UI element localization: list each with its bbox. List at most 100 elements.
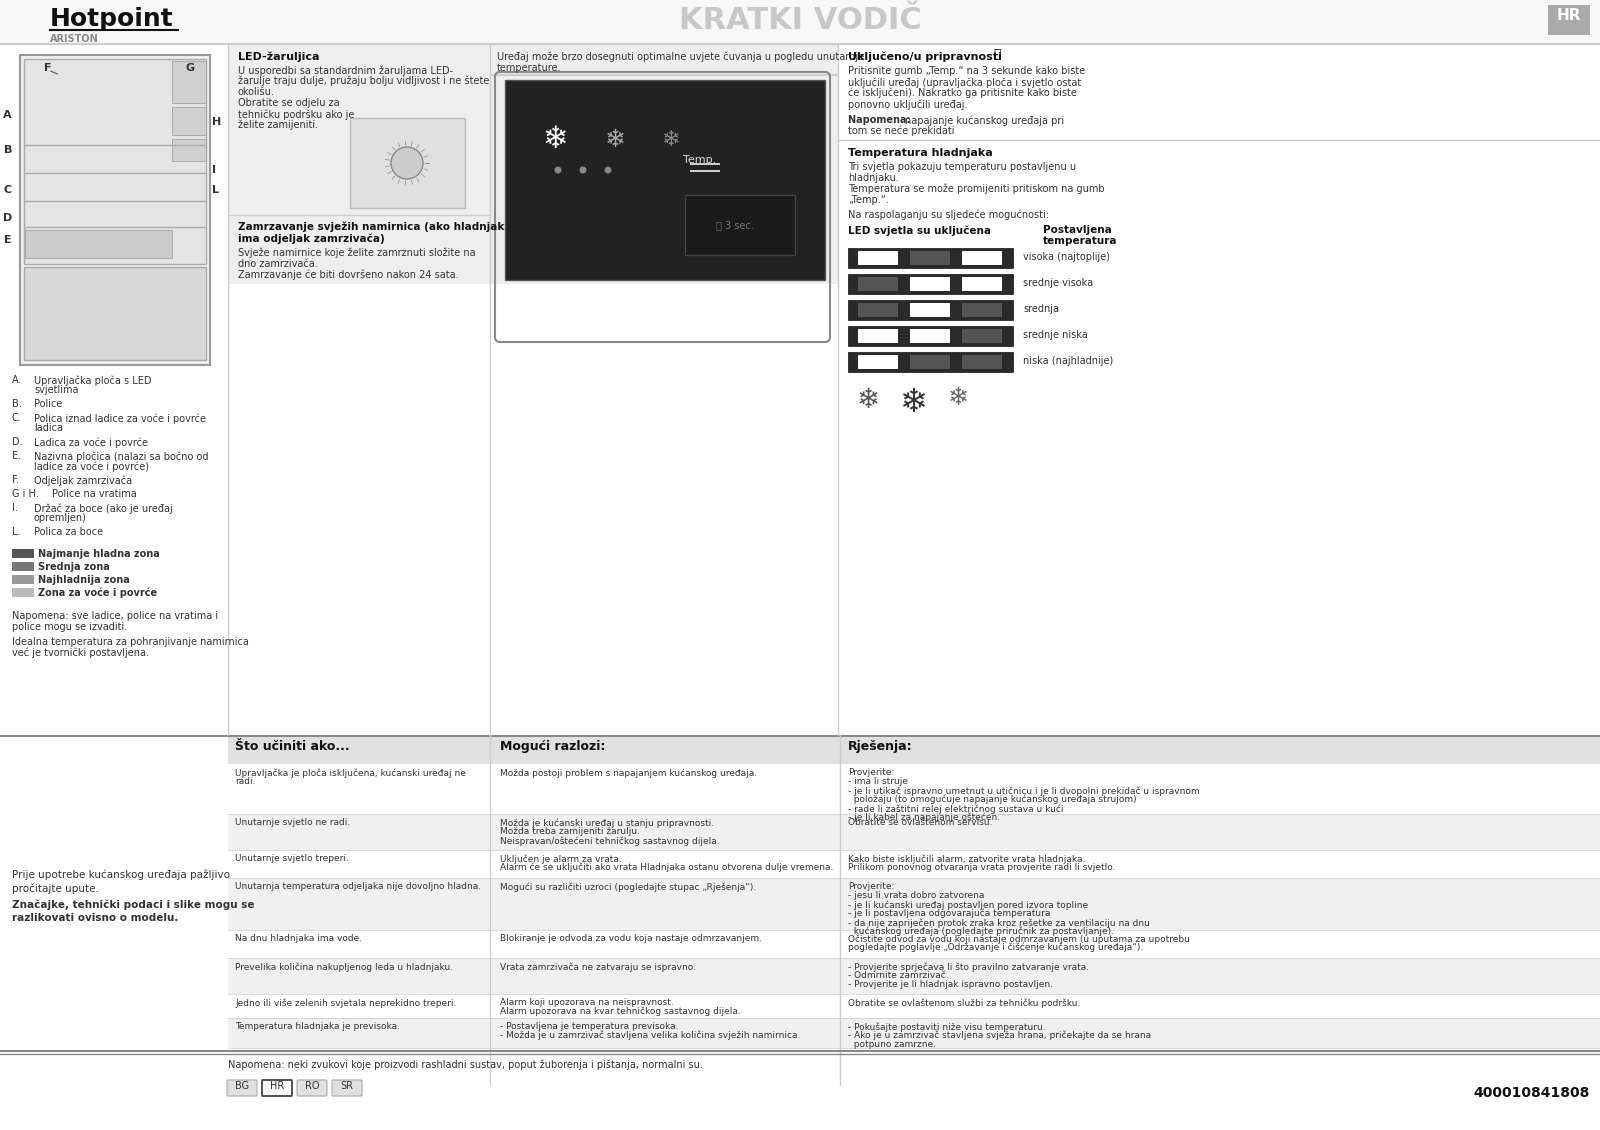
- Circle shape: [605, 166, 611, 174]
- Text: Obratite se odjelu za: Obratite se odjelu za: [238, 98, 339, 108]
- Text: - rade li zaštitni relej električnog sustava u kući: - rade li zaštitni relej električnog sus…: [848, 805, 1064, 814]
- Bar: [229, 1018, 1600, 1048]
- Bar: [173, 107, 206, 134]
- Text: Srednja zona: Srednja zona: [38, 562, 110, 572]
- Text: Provjerite:: Provjerite:: [848, 768, 894, 777]
- Bar: [858, 355, 898, 370]
- Text: Vrata zamrzivača ne zatvaraju se ispravno.: Vrata zamrzivača ne zatvaraju se ispravn…: [499, 962, 696, 972]
- Text: Uključeno/u pripravnosti: Uključeno/u pripravnosti: [848, 52, 1006, 62]
- Bar: [0, 0, 1600, 44]
- Text: Prilikom ponovnog otvaranja vrata provjerite radi li svjetlo.: Prilikom ponovnog otvaranja vrata provje…: [848, 863, 1115, 872]
- Bar: [962, 303, 1002, 318]
- Text: Zona za voće i povrće: Zona za voće i povrće: [38, 588, 157, 599]
- Text: ARISTON: ARISTON: [50, 34, 99, 44]
- Bar: [848, 247, 1013, 268]
- Text: Kako biste isključili alarm, zatvorite vrata hladnjaka.: Kako biste isključili alarm, zatvorite v…: [848, 854, 1085, 863]
- Text: položaju (to omogućuje napajanje kućanskog uređaja strujom): položaju (to omogućuje napajanje kućansk…: [848, 796, 1136, 805]
- Text: - je li kabel za napajanje oštećen.: - je li kabel za napajanje oštećen.: [848, 812, 1000, 823]
- Text: B.: B.: [13, 399, 22, 409]
- Text: radi.: radi.: [235, 777, 256, 786]
- Text: Zamrzavanje svježih namirnica (ako hladnjak: Zamrzavanje svježih namirnica (ako hladn…: [238, 221, 504, 233]
- Text: Možda treba zamijeniti žarulju.: Možda treba zamijeniti žarulju.: [499, 827, 640, 836]
- Bar: [962, 251, 1002, 266]
- Text: Provjerite:: Provjerite:: [848, 883, 894, 890]
- Bar: [910, 251, 950, 266]
- Text: Najmanje hladna zona: Najmanje hladna zona: [38, 549, 160, 559]
- Bar: [858, 277, 898, 292]
- Text: - Pokušajte postaviti niže visu temperaturu.: - Pokušajte postaviti niže visu temperat…: [848, 1022, 1046, 1032]
- Circle shape: [555, 166, 562, 174]
- Text: niska (najhladnije): niska (najhladnije): [1022, 356, 1114, 366]
- Text: Očistite odvod za vodu koji nastaje odmrzavanjem (u uputama za upotrebu: Očistite odvod za vodu koji nastaje odmr…: [848, 935, 1190, 944]
- Bar: [229, 44, 838, 284]
- Text: Mogući su različiti uzroci (pogledajte stupac „Rješenja“).: Mogući su različiti uzroci (pogledajte s…: [499, 883, 757, 892]
- Bar: [858, 303, 898, 318]
- Text: srednje visoka: srednje visoka: [1022, 278, 1093, 288]
- Text: ⏻ 3 sec.: ⏻ 3 sec.: [717, 220, 754, 231]
- Text: ponovno uključili uređaj.: ponovno uključili uređaj.: [848, 99, 968, 110]
- Text: ladica: ladica: [34, 423, 62, 433]
- Bar: [24, 59, 206, 264]
- Text: - Provjerite je li hladnjak ispravno postavljen.: - Provjerite je li hladnjak ispravno pos…: [848, 980, 1053, 989]
- Text: F: F: [45, 63, 51, 73]
- Text: C.: C.: [13, 412, 22, 423]
- Text: opremljen): opremljen): [34, 513, 86, 523]
- Bar: [1549, 5, 1590, 35]
- Text: C: C: [3, 185, 13, 195]
- Text: U usporedbi sa standardnim žaruljama LED-: U usporedbi sa standardnim žaruljama LED…: [238, 66, 453, 76]
- Text: F.: F.: [13, 475, 19, 485]
- Text: srednje niska: srednje niska: [1022, 330, 1088, 340]
- Bar: [506, 80, 826, 280]
- Bar: [13, 575, 34, 584]
- Bar: [690, 170, 720, 172]
- Text: - je li kućanski uređaj postavljen pored izvora topline: - je li kućanski uređaj postavljen pored…: [848, 899, 1088, 910]
- Text: I.: I.: [13, 503, 18, 513]
- Text: pročitajte upute.: pročitajte upute.: [13, 883, 99, 894]
- Text: 400010841808: 400010841808: [1474, 1086, 1590, 1099]
- Bar: [229, 737, 1600, 764]
- Bar: [490, 73, 838, 76]
- Text: D: D: [3, 212, 13, 223]
- Text: će isključeni). Nakratko ga pritisnite kako biste: će isključeni). Nakratko ga pritisnite k…: [848, 88, 1077, 98]
- Text: H: H: [211, 118, 221, 127]
- Text: potpuno zamrzne.: potpuno zamrzne.: [848, 1040, 936, 1049]
- Text: KRATKI VODIČ: KRATKI VODIČ: [678, 6, 922, 35]
- Text: ❄: ❄: [947, 386, 968, 410]
- Text: Temperatura hladnjaka je previsoka.: Temperatura hladnjaka je previsoka.: [235, 1022, 400, 1031]
- Text: police mogu se izvaditi.: police mogu se izvaditi.: [13, 622, 128, 632]
- Text: Unutarnje svjetlo treperi.: Unutarnje svjetlo treperi.: [235, 854, 349, 863]
- Text: - ima li struje: - ima li struje: [848, 777, 909, 786]
- Text: Mogući razlozi:: Mogući razlozi:: [499, 740, 605, 753]
- Text: Polica iznad ladice za voće i povrće: Polica iznad ladice za voće i povrće: [34, 412, 206, 424]
- Text: Unutarnja temperatura odjeljaka nije dovoljno hladna.: Unutarnja temperatura odjeljaka nije dov…: [235, 883, 482, 890]
- Text: Tri svjetla pokazuju temperaturu postavljenu u: Tri svjetla pokazuju temperaturu postavl…: [848, 162, 1077, 172]
- Text: Zamrzavanje će biti dovršeno nakon 24 sata.: Zamrzavanje će biti dovršeno nakon 24 sa…: [238, 270, 459, 280]
- Text: - Ako je u zamrzivač stavljena svježa hrana, pričekajte da se hrana: - Ako je u zamrzivač stavljena svježa hr…: [848, 1031, 1150, 1041]
- Text: ❄: ❄: [605, 128, 626, 153]
- Bar: [962, 277, 1002, 292]
- Text: ima odjeljak zamrzivača): ima odjeljak zamrzivača): [238, 234, 384, 244]
- Bar: [13, 562, 34, 571]
- Text: E.: E.: [13, 451, 21, 461]
- Text: hladnjaku.: hladnjaku.: [848, 173, 899, 183]
- Bar: [910, 329, 950, 344]
- Text: Polica za boce: Polica za boce: [34, 527, 102, 537]
- Text: Napomena: sve ladice, police na vratima i: Napomena: sve ladice, police na vratima …: [13, 611, 218, 622]
- Bar: [685, 195, 795, 255]
- Text: Police: Police: [34, 399, 62, 409]
- Bar: [24, 267, 206, 360]
- Text: već je tvornički postavljena.: već je tvornički postavljena.: [13, 647, 149, 659]
- Text: dno zamrzivača.: dno zamrzivača.: [238, 259, 318, 269]
- Bar: [19, 55, 210, 365]
- Text: tehničku podršku ako je: tehničku podršku ako je: [238, 108, 354, 120]
- Text: ❄: ❄: [899, 386, 926, 419]
- Text: Možda postoji problem s napajanjem kućanskog uređaja.: Možda postoji problem s napajanjem kućan…: [499, 768, 757, 777]
- Text: G i H.: G i H.: [13, 489, 38, 499]
- Circle shape: [579, 166, 587, 174]
- Text: Na raspolaganju su sljedeće mogućnosti:: Na raspolaganju su sljedeće mogućnosti:: [848, 210, 1050, 220]
- Text: Police na vratima: Police na vratima: [51, 489, 136, 499]
- Text: Jedno ili više zelenih svjetala neprekidno treperi.: Jedno ili više zelenih svjetala neprekid…: [235, 998, 456, 1008]
- Text: Možda je kućanski uređaj u stanju pripravnosti.: Možda je kućanski uređaj u stanju pripra…: [499, 818, 714, 827]
- Text: - Odmrnite zamrzivač.: - Odmrnite zamrzivač.: [848, 971, 949, 980]
- Text: B: B: [3, 145, 13, 155]
